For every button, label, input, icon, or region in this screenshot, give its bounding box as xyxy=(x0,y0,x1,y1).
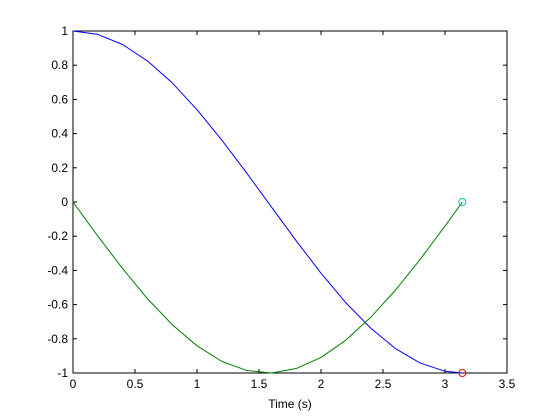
x-tick-label: 3 xyxy=(442,377,449,391)
series-line-1 xyxy=(72,30,463,374)
y-tick-label: -0.4 xyxy=(47,263,68,277)
x-axis-ticks: 0 0.5 1 1.5 2 2.5 3 3.5 xyxy=(70,31,516,391)
x-tick-label: 0 xyxy=(70,377,77,391)
endpoint-marker-1 xyxy=(458,198,467,206)
x-tick-label: 1 xyxy=(194,377,201,391)
y-tick-label: 0 xyxy=(61,195,68,209)
x-tick-label: 3.5 xyxy=(499,377,516,391)
x-tick-label: 1.5 xyxy=(251,377,268,391)
y-tick-label: 0.4 xyxy=(51,127,68,141)
y-axis-ticks: 1 0.8 0.6 0.4 0.2 0 -0.2 -0.4 -0.6 -0.8 -1 xyxy=(47,24,507,380)
x-tick-label: 2.5 xyxy=(375,377,392,391)
y-tick-label: -0.6 xyxy=(47,298,68,312)
y-tick-label: 1 xyxy=(61,24,68,38)
x-tick-label: 2 xyxy=(318,377,325,391)
x-axis-label: Time (s) xyxy=(268,397,312,411)
y-tick-label: 0.6 xyxy=(51,92,68,106)
plot-area xyxy=(72,30,508,374)
series-markers xyxy=(458,198,467,377)
y-tick-label: -0.8 xyxy=(47,332,68,346)
x-tick-label: 0.5 xyxy=(127,377,144,391)
series-line-2 xyxy=(72,201,463,374)
y-tick-label: -0.2 xyxy=(47,229,68,243)
series-lines xyxy=(72,30,463,374)
endpoint-marker-2 xyxy=(458,369,467,377)
y-tick-label: -1 xyxy=(57,366,68,380)
y-tick-label: 0.2 xyxy=(51,161,68,175)
y-tick-label: 0.8 xyxy=(51,58,68,72)
